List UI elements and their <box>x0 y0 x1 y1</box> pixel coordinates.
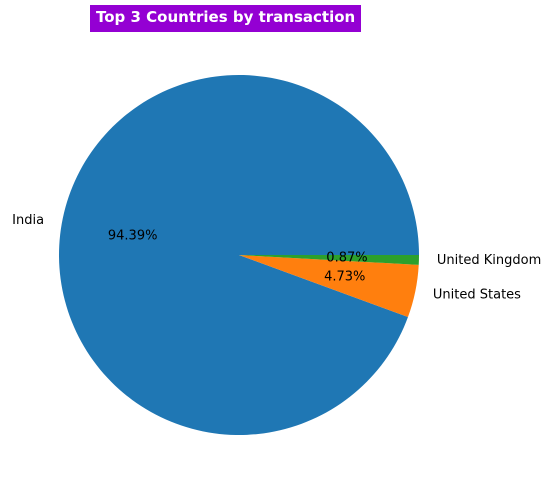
chart-title: Top 3 Countries by transaction <box>90 5 362 32</box>
slice-label: United States <box>433 287 521 302</box>
slice-percentage-label: 4.73% <box>324 269 365 284</box>
pie-slice-india <box>59 75 420 436</box>
slice-label: India <box>12 213 44 228</box>
slice-percentage-label: 94.39% <box>108 229 158 244</box>
pie-slice-united-kingdom <box>239 255 419 265</box>
pie-slice-united-states <box>239 255 419 318</box>
slice-percentage-label: 0.87% <box>326 250 367 265</box>
pie-labels: India 94.39% United States 4.73% United King… <box>12 213 541 303</box>
slice-label: United Kingdom <box>437 253 541 268</box>
pie-slices <box>59 75 420 436</box>
